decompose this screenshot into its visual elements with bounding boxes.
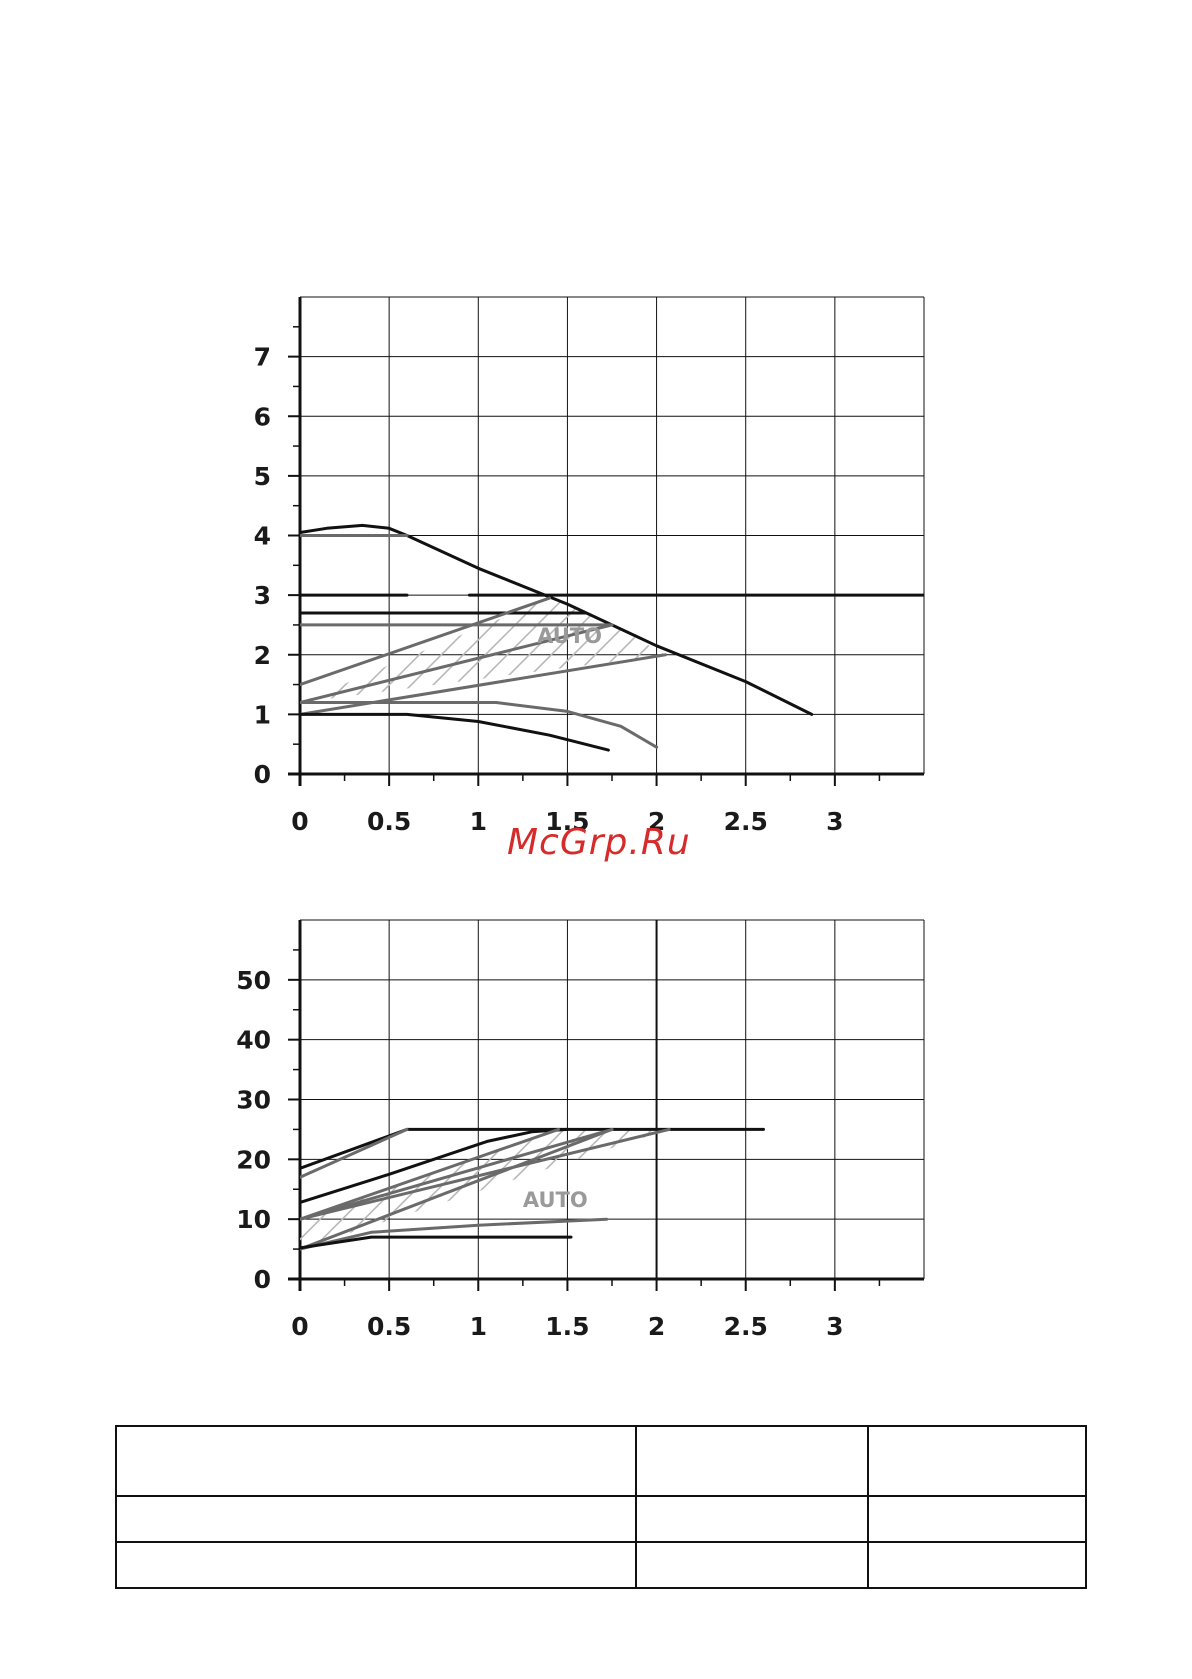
series-line [300,623,614,704]
table-cell [635,1541,869,1589]
head-flow-chart: 0 1 2 3 4 5 6 7 0 0.5 1 1.5 2 2.5 3 AUTO [254,296,925,836]
series-line [300,523,814,716]
x-tick-label: 1.5 [545,1312,589,1341]
x-tick-label: 0 [291,807,308,836]
hatch-line [591,598,666,703]
auto-label: AUTO [523,1188,588,1212]
x-tick-label: 0.5 [367,1312,411,1341]
hatch-line [597,1129,670,1250]
series-line [300,1127,671,1221]
x-tick-label: 0.5 [367,807,411,836]
series-group [300,1127,765,1251]
spec-table [115,1425,1087,1589]
y-tick-label: 7 [254,343,271,372]
x-tick-label: 2 [648,807,665,836]
table-cell [115,1425,637,1497]
y-tick-label: 2 [254,641,271,670]
auto-label: AUTO [537,624,602,648]
series-line [300,1127,409,1179]
series-line [300,1217,609,1251]
table-cell [115,1541,637,1589]
series-group [300,523,924,752]
hatch-line [641,1129,670,1250]
series-line [300,1127,560,1221]
table-cell [635,1425,869,1497]
series-line [300,1127,614,1221]
x-tick-label: 2.5 [724,1312,768,1341]
hatch-line [619,1129,670,1250]
table-cell [867,1425,1087,1497]
x-tick-label: 1 [470,807,487,836]
hatch-line [300,598,301,703]
y-tick-label: 30 [236,1086,271,1115]
table-cell [867,1541,1087,1589]
y-tick-label: 6 [254,402,271,431]
y-tick-label: 20 [236,1145,271,1174]
series-line [300,712,610,752]
power-flow-chart: 0 10 20 30 40 50 0 0.5 1 1.5 2 2.5 3 AUTO [236,919,925,1341]
series-line [300,653,667,716]
table-row [115,1495,1087,1543]
series-line [300,1235,573,1250]
x-tick-label: 0 [291,1312,308,1341]
y-tick-label: 50 [236,966,271,995]
hatch-line [663,1129,670,1250]
series-line [300,701,659,749]
hatch-line [657,598,666,703]
table-cell [115,1495,637,1543]
x-tick-label: 1 [470,1312,487,1341]
table-cell [635,1495,869,1543]
y-tick-label: 4 [254,522,271,551]
x-tick-label: 2 [648,1312,665,1341]
y-tick-label: 0 [254,1265,271,1294]
table-header-row [115,1425,1087,1497]
y-tick-label: 10 [236,1205,271,1234]
y-tick-label: 3 [254,581,271,610]
x-tick-label: 1.5 [545,807,589,836]
x-tick-label: 3 [826,1312,843,1341]
y-tick-label: 5 [254,462,271,491]
x-tick-label: 2.5 [724,807,768,836]
y-tick-label: 0 [254,760,271,789]
hatch-line [635,598,666,703]
series-line [300,1127,569,1204]
watermark-text: McGrp.Ru [507,822,691,863]
table-cell [867,1495,1087,1543]
series-line [300,596,552,687]
y-tick-label: 1 [254,700,271,729]
table-row [115,1541,1087,1589]
y-tick-label: 40 [236,1026,271,1055]
series-line [300,1127,614,1251]
x-tick-label: 3 [826,807,843,836]
